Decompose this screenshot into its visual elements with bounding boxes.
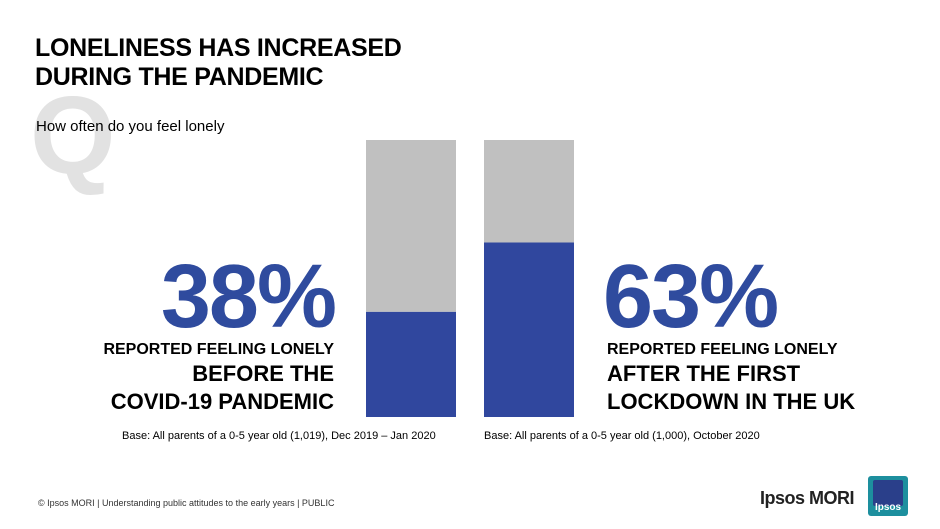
left-base-note: Base: All parents of a 0-5 year old (1,0… [122,430,436,442]
right-label-big-1: AFTER THE FIRST [607,361,801,386]
right-base-note: Base: All parents of a 0-5 year old (1,0… [484,430,760,442]
bar-before-segment-0 [366,311,456,417]
bar-after-segment-0 [484,242,574,417]
left-label-small: REPORTED FEELING LONELY [103,341,334,358]
left-label: REPORTED FEELING LONELY BEFORE THE COVID… [103,340,334,416]
left-label-big-2: COVID-19 PANDEMIC [110,389,334,414]
title-line-1: LONELINESS HAS INCREASED [35,34,402,62]
right-label-big-2: LOCKDOWN IN THE UK [607,389,856,414]
right-percentage: 63% [603,247,779,347]
title-line-2: DURING THE PANDEMIC [35,63,324,91]
ipsos-logo: Ipsos [868,476,908,516]
left-label-big-1: BEFORE THE [192,361,334,386]
brand-name: Ipsos MORI [760,488,855,508]
logo-inner-mark [873,480,903,506]
bar-after-segment-1 [484,140,574,243]
question-text: How often do you feel lonely [36,118,225,135]
right-label-small: REPORTED FEELING LONELY [607,341,838,358]
q-watermark: Q [30,74,116,197]
logo-text: Ipsos [874,502,902,513]
left-percentage: 38% [160,247,337,347]
footer-text: © Ipsos MORI | Understanding public atti… [38,498,335,508]
page-title: LONELINESS HAS INCREASED DURING THE PAND… [35,34,555,92]
right-label: REPORTED FEELING LONELY AFTER THE FIRST … [607,340,855,416]
bar-before-segment-1 [366,140,456,312]
